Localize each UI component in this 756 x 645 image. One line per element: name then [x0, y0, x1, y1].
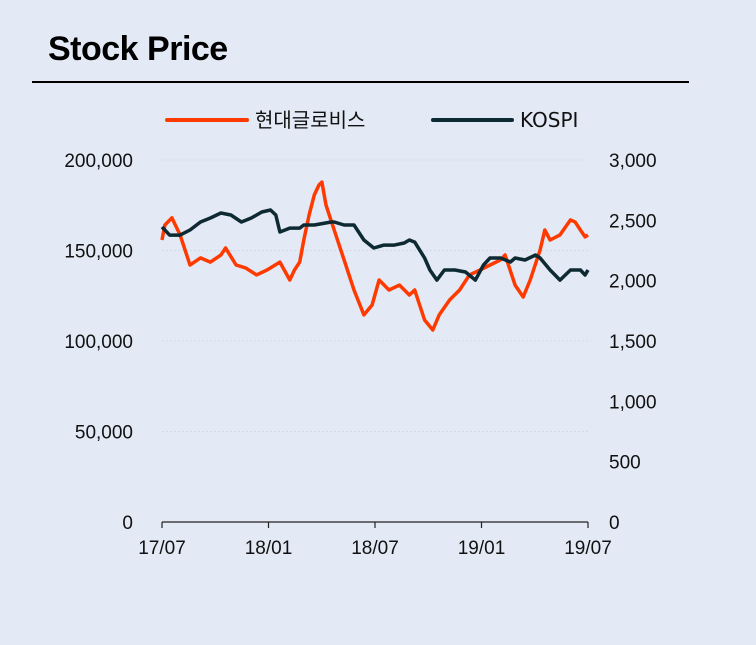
x-axis-tick-label: 19/07: [564, 538, 612, 559]
x-axis-tick-label: 18/01: [245, 538, 293, 559]
right-axis-tick-label: 2,500: [609, 211, 657, 232]
series-line-hyundai-glovis: [160, 180, 589, 332]
left-axis-tick-label: 100,000: [64, 332, 133, 353]
chart-title: Stock Price: [48, 30, 228, 68]
right-axis-tick-label: 3,000: [609, 151, 657, 172]
left-axis-tick-label: 150,000: [64, 242, 133, 263]
series-line-kospi: [160, 208, 590, 282]
left-axis-tick-label: 0: [122, 513, 133, 534]
right-axis-tick-label: 2,000: [609, 272, 657, 293]
x-axis-tick-label: 19/01: [458, 538, 506, 559]
x-axis-tick-label: 18/07: [351, 538, 399, 559]
left-axis-tick-label: 200,000: [64, 151, 133, 172]
right-axis-tick-label: 0: [609, 513, 620, 534]
x-axis-tick-label: 17/07: [138, 538, 186, 559]
left-axis-tick-label: 50,000: [75, 423, 133, 444]
right-axis-tick-label: 1,000: [609, 392, 657, 413]
legend-label-hyundai-glovis: 현대글로비스: [255, 108, 365, 132]
right-axis-tick-label: 500: [609, 453, 641, 474]
title-divider: [32, 81, 689, 83]
right-axis-tick-label: 1,500: [609, 332, 657, 353]
legend-label-kospi: KOSPI: [520, 108, 578, 132]
